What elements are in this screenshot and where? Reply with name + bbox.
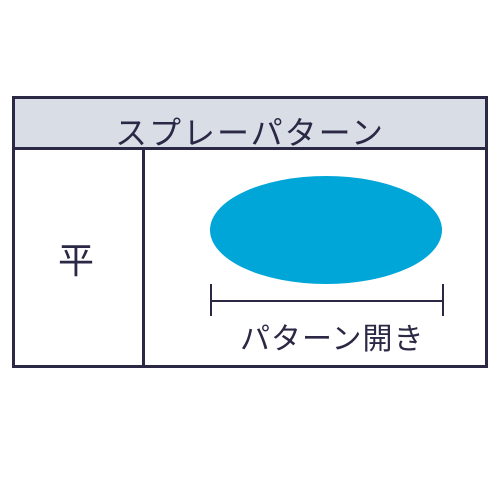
header-title: スプレーパターン [15,108,485,154]
dimension-tick-left [210,284,212,316]
pattern-type-label: 平 [58,232,94,284]
dimension-tick-right [442,284,444,316]
header-band: スプレーパターン [12,96,488,150]
canvas: スプレーパターン 平 パターン開き [0,0,500,500]
spray-ellipse-icon [210,176,442,284]
dimension-line [210,300,442,302]
dimension-label: パターン開き [240,314,425,358]
column-divider [142,150,145,368]
